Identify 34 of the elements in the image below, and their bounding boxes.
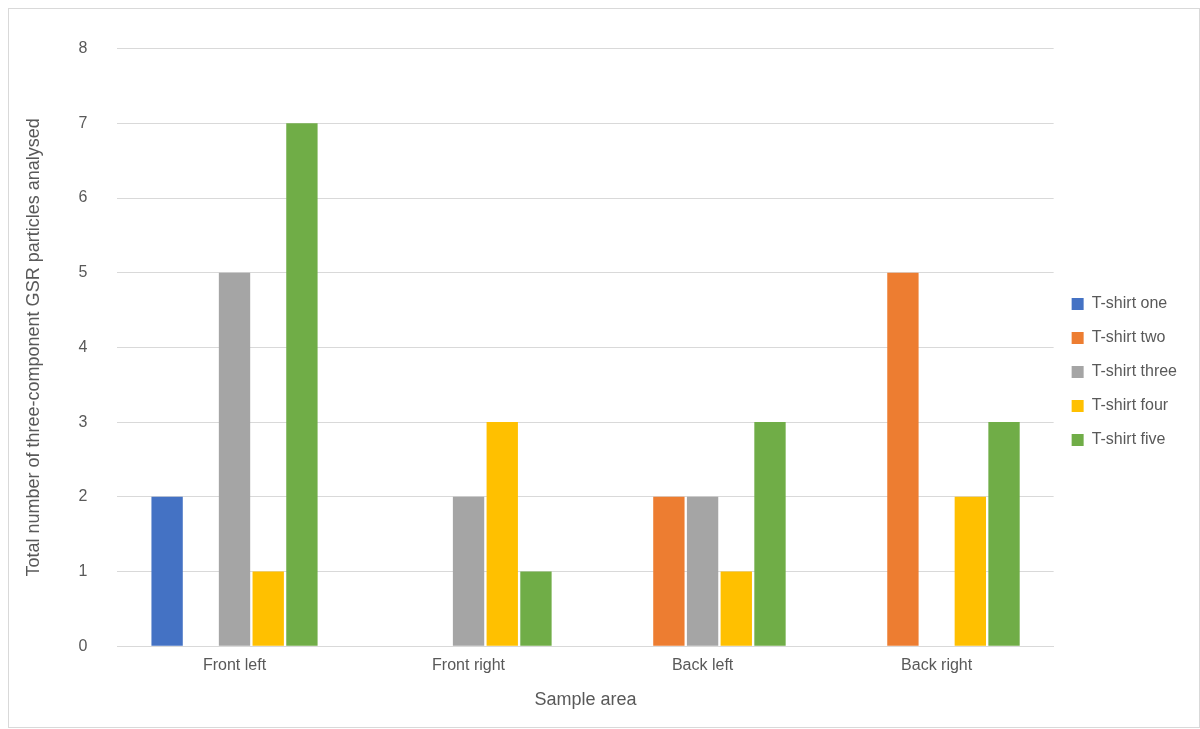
bar (486, 422, 518, 646)
bar (151, 496, 183, 646)
y-tick-label: 3 (78, 412, 88, 430)
y-tick-label: 0 (78, 636, 88, 654)
bar (988, 422, 1020, 646)
x-tick-label: Back left (671, 656, 734, 674)
bar (520, 571, 552, 646)
legend-label: T-shirt five (1091, 430, 1166, 448)
legend-label: T-shirt two (1091, 328, 1166, 346)
y-tick-label: 8 (78, 39, 88, 57)
bar (887, 272, 919, 646)
y-tick-label: 6 (78, 188, 88, 206)
bar (653, 496, 685, 646)
legend-label: T-shirt four (1091, 396, 1169, 414)
bar (720, 571, 752, 646)
legend-label: T-shirt one (1091, 294, 1168, 312)
x-tick-label: Front left (202, 656, 267, 674)
y-tick-label: 4 (78, 337, 88, 355)
y-tick-label: 7 (78, 113, 88, 131)
x-axis-title: Sample area (534, 689, 638, 710)
y-tick-label: 2 (78, 487, 88, 505)
bar (954, 496, 986, 646)
x-tick-label: Back right (901, 656, 973, 674)
bar (452, 496, 485, 646)
bar (686, 496, 719, 646)
bar (218, 272, 251, 646)
y-tick-label: 5 (78, 263, 88, 281)
bar (252, 571, 284, 646)
bar (754, 422, 786, 646)
y-axis-title: Total number of three-component GSR particles analysed (22, 118, 43, 577)
legend-label: T-shirt three (1091, 362, 1178, 380)
x-tick-label: Front right (432, 656, 506, 674)
bar (286, 123, 318, 646)
y-tick-label: 1 (78, 561, 88, 579)
